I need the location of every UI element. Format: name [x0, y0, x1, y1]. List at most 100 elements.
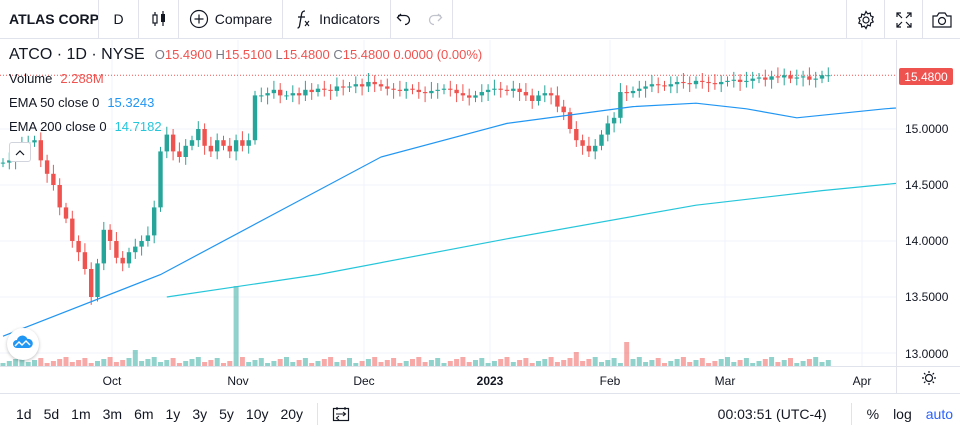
candle-body [429, 90, 434, 94]
go-to-date-button[interactable] [326, 405, 356, 422]
volume-bar [592, 357, 598, 366]
auto-toggle[interactable]: auto [925, 405, 953, 422]
range-1m[interactable]: 1m [71, 405, 91, 422]
candle-body [265, 93, 270, 96]
range-6m[interactable]: 6m [134, 405, 154, 422]
symbol-search[interactable]: ATLAS CORP [0, 0, 99, 39]
settings-button[interactable] [846, 0, 884, 39]
candle-body [542, 93, 547, 96]
price-tick: 15.0000 [905, 122, 949, 136]
legend-ema200[interactable]: EMA 200 close 0 14.7182 [9, 114, 482, 138]
volume-bar [88, 363, 94, 366]
candle-body [819, 75, 825, 79]
volume-bar [365, 359, 371, 366]
symbol-title[interactable]: ATCO · 1D · NYSE [9, 46, 145, 63]
candle-body [700, 80, 705, 82]
range-10y[interactable]: 10y [245, 405, 269, 422]
range-1y[interactable]: 1y [165, 405, 181, 422]
chart-style-button[interactable] [139, 0, 179, 39]
price-tick: 13.5000 [905, 290, 949, 304]
redo-button[interactable] [417, 0, 453, 39]
time-axis[interactable]: Oct Nov Dec 2023 Feb Mar Apr [0, 366, 960, 394]
chart-legend: ATCO · 1D · NYSE O15.4900 H15.5100 L15.4… [9, 46, 482, 138]
interval-button[interactable]: D [99, 0, 139, 39]
tradingview-logo-button[interactable] [7, 328, 39, 360]
undo-button[interactable] [391, 0, 417, 39]
range-3y[interactable]: 3y [192, 405, 208, 422]
low-key: L [275, 47, 283, 62]
volume-bar [517, 360, 523, 366]
candle-body [70, 218, 75, 241]
candle-body [422, 92, 428, 94]
volume-bar [139, 361, 145, 366]
range-5y[interactable]: 5y [219, 405, 234, 422]
range-20y[interactable]: 20y [280, 405, 304, 422]
candle-body [196, 129, 201, 141]
candle-body [763, 77, 768, 80]
change-value: 0.0000 (0.00%) [393, 47, 483, 62]
volume-bar [309, 363, 315, 366]
volume-bar [536, 361, 541, 366]
candle-body [530, 95, 535, 101]
volume-bar [649, 360, 655, 366]
candle-body [183, 145, 188, 157]
volume-bar [617, 363, 623, 366]
volume-bar [170, 358, 176, 366]
legend-collapse-button[interactable] [9, 142, 31, 162]
price-tick: 13.0000 [905, 347, 949, 361]
price-chart[interactable] [0, 40, 896, 366]
candle-body [378, 84, 384, 87]
candle-body [643, 86, 648, 89]
candle-body [32, 140, 37, 143]
bottom-right-group: 00:03:51 (UTC-4) % log auto [718, 394, 960, 433]
candle-body [347, 86, 352, 88]
screenshot-button[interactable] [922, 0, 960, 39]
percent-toggle[interactable]: % [866, 405, 880, 422]
compare-button[interactable]: Compare [179, 0, 283, 39]
candle-body [170, 134, 176, 152]
candle-body [744, 80, 749, 82]
chart-pane[interactable] [0, 40, 896, 366]
high-value: 15.5100 [224, 47, 272, 62]
volume-bar [151, 357, 157, 366]
volume-bar [321, 359, 327, 366]
volume-value: 2.288M [60, 70, 104, 86]
price-scale[interactable]: 15.4800 15.0000 14.5000 14.0000 13.5000 … [896, 40, 960, 366]
axis-settings-button[interactable] [896, 367, 960, 394]
time-tick: Oct [102, 374, 122, 388]
close-value: 15.4800 [342, 47, 390, 62]
log-toggle[interactable]: log [893, 405, 912, 422]
candle-body [284, 95, 289, 97]
range-1d[interactable]: 1d [16, 405, 32, 422]
function-icon [293, 9, 313, 29]
volume-bar [284, 357, 289, 366]
volume-bar [195, 357, 201, 366]
volume-bar [221, 363, 226, 366]
ema50-value: 15.3243 [107, 94, 155, 110]
range-5d[interactable]: 5d [43, 405, 60, 422]
candle-body [485, 89, 491, 93]
candle-body [737, 79, 743, 82]
volume-bar [775, 362, 781, 366]
legend-volume[interactable]: Volume 2.288M [9, 66, 482, 90]
candle-body [391, 88, 396, 90]
range-3m[interactable]: 3m [102, 405, 123, 422]
volume-name: Volume [9, 70, 53, 86]
ema50-name: EMA 50 close 0 [9, 94, 100, 110]
fullscreen-button[interactable] [884, 0, 922, 39]
clock-timezone[interactable]: 00:03:51 (UTC-4) [717, 405, 827, 422]
candle-body [826, 75, 831, 77]
candle-body [76, 241, 81, 253]
legend-ema50[interactable]: EMA 50 close 0 15.3243 [9, 90, 482, 114]
volume-bar [315, 361, 321, 366]
time-tick: Apr [852, 374, 872, 388]
volume-bar [0, 363, 6, 366]
volume-bar [328, 357, 334, 366]
volume-bar [573, 352, 579, 366]
volume-bar [743, 358, 749, 366]
candle-body [580, 140, 585, 146]
indicators-button[interactable]: Indicators [283, 0, 391, 39]
volume-bar [44, 363, 50, 366]
fullscreen-icon [895, 11, 913, 29]
volume-bar [737, 360, 743, 366]
